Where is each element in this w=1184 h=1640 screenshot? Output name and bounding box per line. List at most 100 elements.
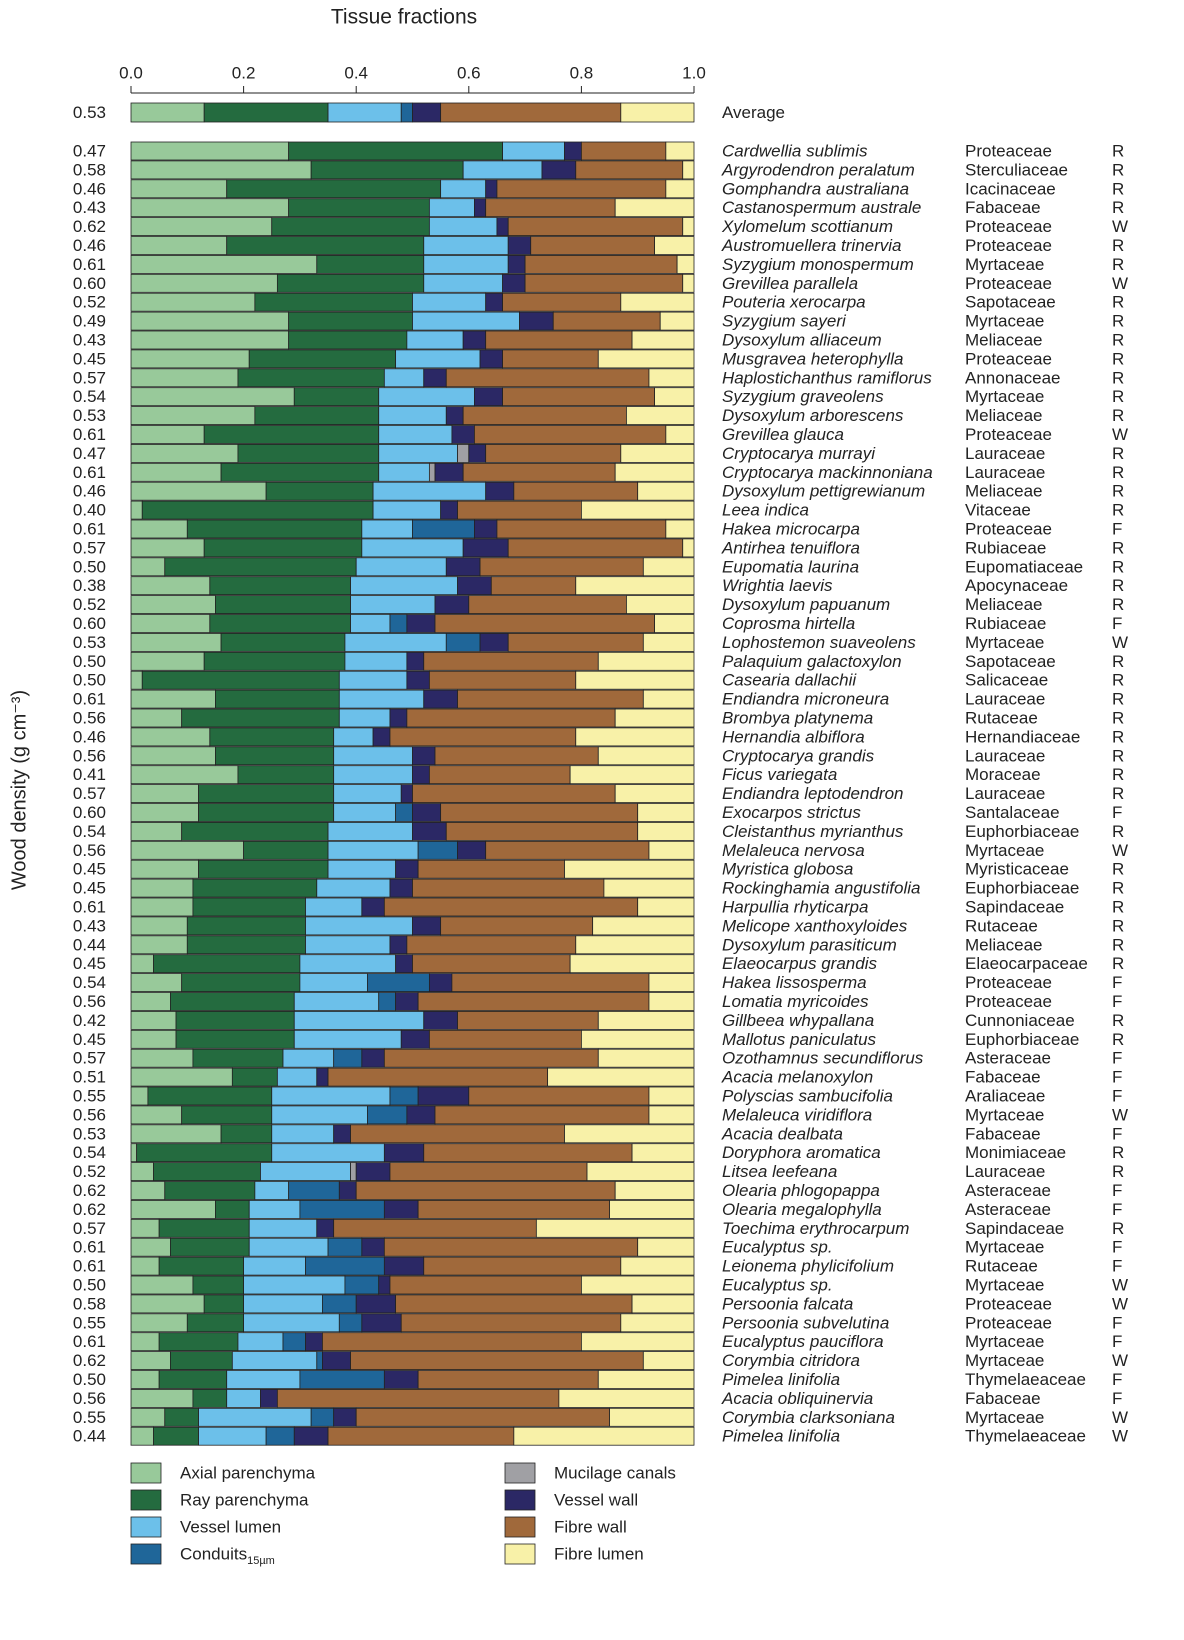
bar-segment bbox=[237, 443, 380, 463]
bar-segment bbox=[361, 897, 385, 917]
density-label: 0.45 bbox=[73, 860, 106, 879]
habitat-label: R bbox=[1112, 822, 1124, 841]
habitat-label: F bbox=[1112, 1238, 1122, 1257]
bar-segment bbox=[130, 462, 222, 482]
habitat-label: R bbox=[1112, 538, 1124, 557]
habitat-label: R bbox=[1112, 576, 1124, 595]
bar-segment bbox=[130, 1011, 177, 1030]
bar-segment bbox=[350, 595, 436, 614]
bar-segment bbox=[457, 576, 492, 596]
bar-segment bbox=[400, 1313, 622, 1333]
family-label: Meliaceae bbox=[965, 406, 1043, 425]
bar-segment bbox=[130, 859, 199, 879]
bar-segment bbox=[581, 141, 667, 161]
bar-segment bbox=[130, 1105, 183, 1125]
bar-segment bbox=[614, 198, 695, 218]
habitat-label: R bbox=[1112, 765, 1124, 784]
bar-segment bbox=[423, 273, 503, 293]
bar-segment bbox=[490, 576, 577, 596]
bar-segment bbox=[406, 708, 616, 728]
habitat-label: R bbox=[1112, 897, 1124, 916]
bar-segment bbox=[412, 878, 605, 898]
legend-label: Mucilage canals bbox=[554, 1463, 676, 1482]
bar-segment bbox=[395, 349, 481, 369]
habitat-label: F bbox=[1112, 1257, 1122, 1276]
bar-segment bbox=[445, 557, 481, 577]
density-label: 0.57 bbox=[73, 1219, 106, 1238]
bar-segment bbox=[215, 689, 340, 709]
bar-segment bbox=[558, 1389, 695, 1408]
average-label: Average bbox=[722, 103, 785, 122]
bar-segment bbox=[412, 784, 616, 803]
bar-segment bbox=[395, 954, 413, 974]
bar-segment bbox=[350, 1351, 644, 1370]
density-label: 0.44 bbox=[73, 935, 106, 954]
density-label: 0.53 bbox=[73, 1124, 106, 1143]
bar-segment bbox=[203, 538, 363, 558]
habitat-label: F bbox=[1112, 1049, 1122, 1068]
density-label: 0.55 bbox=[73, 1313, 106, 1332]
bar-segment bbox=[344, 1275, 380, 1295]
bar-segment bbox=[288, 330, 408, 350]
bar-segment bbox=[271, 217, 430, 237]
habitat-label: F bbox=[1112, 1389, 1122, 1408]
bar-segment bbox=[485, 330, 633, 350]
bar-segment bbox=[479, 349, 503, 369]
species-label: Acacia obliquinervia bbox=[721, 1389, 873, 1408]
bar-segment bbox=[271, 1143, 385, 1163]
habitat-label: R bbox=[1112, 1162, 1124, 1181]
density-label: 0.46 bbox=[73, 482, 106, 501]
bar-segment bbox=[293, 387, 380, 407]
bar-segment bbox=[451, 425, 475, 444]
bar-segment bbox=[530, 236, 655, 255]
density-label: 0.50 bbox=[73, 1275, 106, 1294]
bar-segment bbox=[203, 1294, 245, 1314]
bar-segment bbox=[642, 557, 695, 577]
bar-segment bbox=[254, 406, 380, 426]
bar-segment bbox=[474, 519, 498, 539]
bar-segment bbox=[648, 368, 695, 388]
bar-segment bbox=[282, 1332, 306, 1352]
bar-segment bbox=[434, 614, 655, 633]
family-label: Myrtaceae bbox=[965, 255, 1044, 274]
bar-segment bbox=[288, 311, 413, 331]
bar-segment bbox=[637, 897, 695, 917]
bar-segment bbox=[637, 803, 695, 822]
bar-segment bbox=[192, 1389, 228, 1408]
bar-segment bbox=[130, 198, 290, 218]
habitat-label: W bbox=[1112, 1105, 1128, 1124]
bar-segment bbox=[440, 916, 594, 936]
bar-segment bbox=[209, 727, 335, 747]
bar-segment bbox=[130, 1048, 194, 1068]
bar-segment bbox=[158, 1256, 244, 1276]
bar-segment bbox=[406, 670, 430, 690]
bar-segment bbox=[620, 443, 695, 463]
species-label: Rockinghamia angustifolia bbox=[722, 879, 920, 898]
bar-segment bbox=[507, 236, 532, 255]
density-label: 0.43 bbox=[73, 330, 106, 349]
bar-segment bbox=[130, 670, 143, 690]
bar-segment bbox=[164, 1181, 256, 1200]
bar-segment bbox=[226, 1389, 261, 1408]
density-label: 0.45 bbox=[73, 954, 106, 973]
bar-segment bbox=[130, 935, 188, 955]
density-label: 0.53 bbox=[73, 406, 106, 425]
species-label: Myristica globosa bbox=[722, 860, 853, 879]
bar-segment bbox=[231, 1067, 278, 1087]
bar-segment bbox=[383, 1048, 599, 1068]
bar-segment bbox=[648, 1086, 695, 1106]
density-label: 0.57 bbox=[73, 368, 106, 387]
family-label: Euphorbiaceae bbox=[965, 1030, 1079, 1049]
bar-segment bbox=[181, 1105, 273, 1125]
species-label: Persoonia subvelutina bbox=[722, 1313, 889, 1332]
bar-segment bbox=[389, 1086, 419, 1106]
family-label: Meliaceae bbox=[965, 482, 1043, 501]
bar-segment bbox=[181, 708, 340, 728]
bar-segment bbox=[333, 727, 374, 747]
bar-segment bbox=[276, 1067, 318, 1087]
species-label: Polyscias sambucifolia bbox=[722, 1086, 893, 1105]
bar-segment bbox=[417, 1370, 599, 1389]
species-label: Cryptocarya murrayi bbox=[722, 444, 876, 463]
bar-segment bbox=[479, 557, 644, 577]
